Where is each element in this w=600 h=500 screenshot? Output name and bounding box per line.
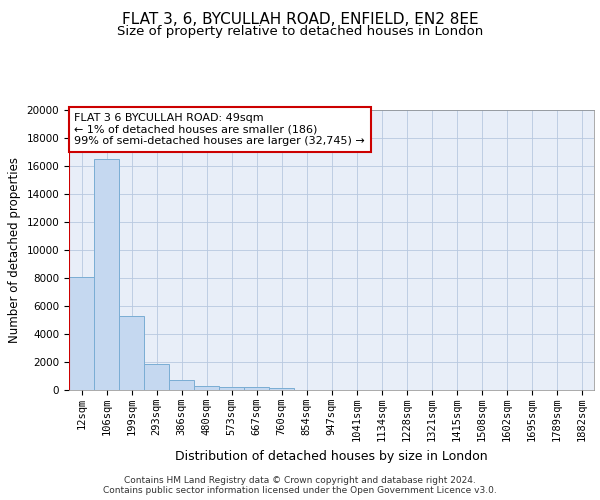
Y-axis label: Number of detached properties: Number of detached properties <box>8 157 21 343</box>
Bar <box>194 386 219 390</box>
Text: FLAT 3, 6, BYCULLAH ROAD, ENFIELD, EN2 8EE: FLAT 3, 6, BYCULLAH ROAD, ENFIELD, EN2 8… <box>122 12 478 28</box>
Bar <box>94 159 119 390</box>
Bar <box>244 387 269 390</box>
Text: Contains HM Land Registry data © Crown copyright and database right 2024.
Contai: Contains HM Land Registry data © Crown c… <box>103 476 497 495</box>
Bar <box>169 380 194 390</box>
Bar <box>119 316 144 390</box>
X-axis label: Distribution of detached houses by size in London: Distribution of detached houses by size … <box>175 450 488 462</box>
Text: Size of property relative to detached houses in London: Size of property relative to detached ho… <box>117 25 483 38</box>
Bar <box>69 276 94 390</box>
Bar <box>219 387 244 390</box>
Bar <box>144 364 169 390</box>
Bar <box>269 388 294 390</box>
Text: FLAT 3 6 BYCULLAH ROAD: 49sqm
← 1% of detached houses are smaller (186)
99% of s: FLAT 3 6 BYCULLAH ROAD: 49sqm ← 1% of de… <box>74 113 365 146</box>
